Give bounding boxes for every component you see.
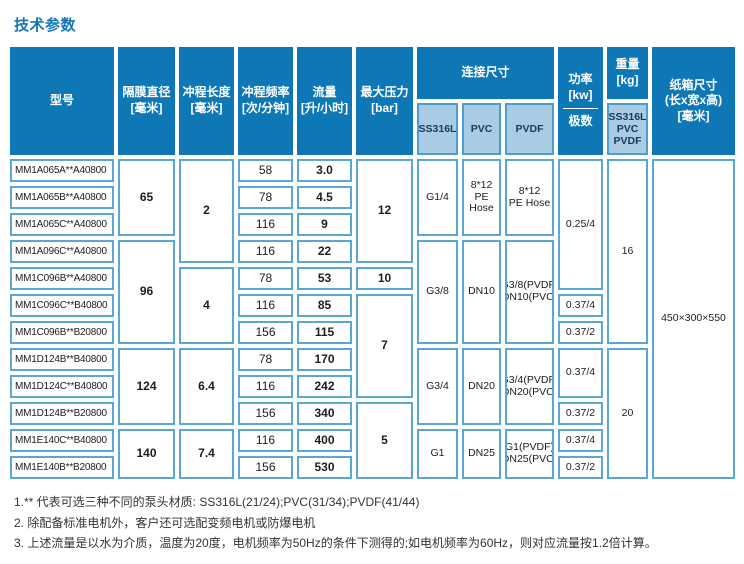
connection-pvdf-cell: 8*12 PE Hose [505,159,554,236]
flow-cell: 53 [297,267,352,290]
pressure-cell: 10 [356,267,413,290]
power-cell: 0.37/4 [558,348,603,398]
header-connection-pvc: PVC [462,103,501,155]
model-cell: MM1E140B**B20800 [10,456,114,479]
weight-cell: 20 [607,348,648,479]
header-power: 功率 [kw] 极数 [558,47,603,155]
header-connection-size: 连接尺寸 [417,47,554,99]
frequency-cell: 78 [238,186,293,209]
footnotes: 1.** 代表可选三种不同的泵头材质: SS316L(21/24);PVC(31… [14,493,737,553]
flow-cell: 400 [297,429,352,452]
connection-pvc-cell: 8*12 PE Hose [462,159,501,236]
frequency-cell: 78 [238,348,293,371]
technical-parameters-table: 型号 隔膜直径 [毫米] 冲程长度 [毫米] 冲程频率 [次/分钟] 流量 [升… [10,47,735,479]
power-cell: 0.37/2 [558,456,603,479]
header-connection-pvdf: PVDF [505,103,554,155]
header-carton-size: 纸箱尺寸 (长x宽x高) [毫米] [652,47,735,155]
header-flow: 流量 [升/小时] [297,47,352,155]
stroke-cell: 6.4 [179,348,234,425]
frequency-cell: 116 [238,375,293,398]
frequency-cell: 116 [238,294,293,317]
flow-cell: 530 [297,456,352,479]
connection-pvc-cell: DN10 [462,240,501,344]
power-cell: 0.37/2 [558,321,603,344]
model-cell: MM1A096C**A40800 [10,240,114,263]
weight-cell: 16 [607,159,648,344]
connection-ss316l-cell: G3/8 [417,240,458,344]
header-max-pressure: 最大压力 [bar] [356,47,413,155]
connection-ss316l-cell: G1 [417,429,458,479]
flow-cell: 242 [297,375,352,398]
header-stroke-length: 冲程长度 [毫米] [179,47,234,155]
frequency-cell: 78 [238,267,293,290]
power-cell: 0.37/4 [558,429,603,452]
diaphragm-cell: 65 [118,159,175,236]
flow-cell: 22 [297,240,352,263]
flow-cell: 115 [297,321,352,344]
pressure-cell: 5 [356,402,413,479]
frequency-cell: 116 [238,240,293,263]
stroke-cell: 4 [179,267,234,344]
connection-pvc-cell: DN25 [462,429,501,479]
flow-cell: 3.0 [297,159,352,182]
power-cell: 0.37/2 [558,402,603,425]
model-cell: MM1A065A**A40800 [10,159,114,182]
header-stroke-frequency: 冲程频率 [次/分钟] [238,47,293,155]
model-cell: MM1A065B**A40800 [10,186,114,209]
flow-cell: 85 [297,294,352,317]
frequency-cell: 156 [238,321,293,344]
connection-ss316l-cell: G3/4 [417,348,458,425]
model-cell: MM1C096C**B40800 [10,294,114,317]
model-cell: MM1C096B**A40800 [10,267,114,290]
stroke-cell: 2 [179,159,234,263]
header-diaphragm-diameter: 隔膜直径 [毫米] [118,47,175,155]
diaphragm-cell: 124 [118,348,175,425]
model-cell: MM1C096B**B20800 [10,321,114,344]
header-power-divider [562,108,599,110]
footnote-1: 1.** 代表可选三种不同的泵头材质: SS316L(21/24);PVC(31… [14,495,420,509]
frequency-cell: 156 [238,456,293,479]
header-weight: 重量 [kg] [607,47,648,99]
flow-cell: 340 [297,402,352,425]
frequency-cell: 58 [238,159,293,182]
power-cell: 0.37/4 [558,294,603,317]
header-model: 型号 [10,47,114,155]
frequency-cell: 116 [238,213,293,236]
flow-cell: 170 [297,348,352,371]
connection-pvdf-cell: G3/4(PVDF) DN20(PVC) [505,348,554,425]
footnote-2: 2. 除配备标准电机外，客户还可选配变频电机或防爆电机 [14,515,316,530]
model-cell: MM1D124B**B20800 [10,402,114,425]
pressure-cell: 7 [356,294,413,398]
footnote-3: 3. 上述流量是以水为介质，温度为20度，电机频率为50Hz的条件下测得的;如电… [14,536,657,551]
frequency-cell: 156 [238,402,293,425]
power-cell: 0.25/4 [558,159,603,290]
connection-ss316l-cell: G1/4 [417,159,458,236]
stroke-cell: 7.4 [179,429,234,479]
flow-cell: 9 [297,213,352,236]
frequency-cell: 116 [238,429,293,452]
connection-pvc-cell: DN20 [462,348,501,425]
page-title: 技术参数 [14,17,77,34]
header-pole-count: 极数 [568,114,593,129]
pressure-cell: 12 [356,159,413,263]
model-cell: MM1D124B**B40800 [10,348,114,371]
model-cell: MM1D124C**B40800 [10,375,114,398]
connection-pvdf-cell: G1(PVDF) DN25(PVC) [505,429,554,479]
flow-cell: 4.5 [297,186,352,209]
header-connection-ss316l: SS316L [417,103,458,155]
header-power-kw: 功率 [kw] [568,72,593,102]
diaphragm-cell: 96 [118,240,175,344]
model-cell: MM1A065C**A40800 [10,213,114,236]
model-cell: MM1E140C**B40800 [10,429,114,452]
diaphragm-cell: 140 [118,429,175,479]
connection-pvdf-cell: G3/8(PVDF) DN10(PVC) [505,240,554,344]
carton-size-cell: 450×300×550 [652,159,735,479]
header-weight-materials: SS316L PVC PVDF [607,103,648,155]
